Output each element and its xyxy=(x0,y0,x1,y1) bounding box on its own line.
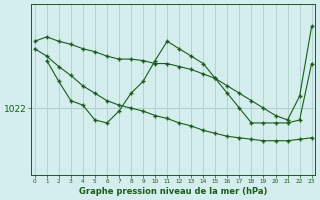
X-axis label: Graphe pression niveau de la mer (hPa): Graphe pression niveau de la mer (hPa) xyxy=(79,187,267,196)
